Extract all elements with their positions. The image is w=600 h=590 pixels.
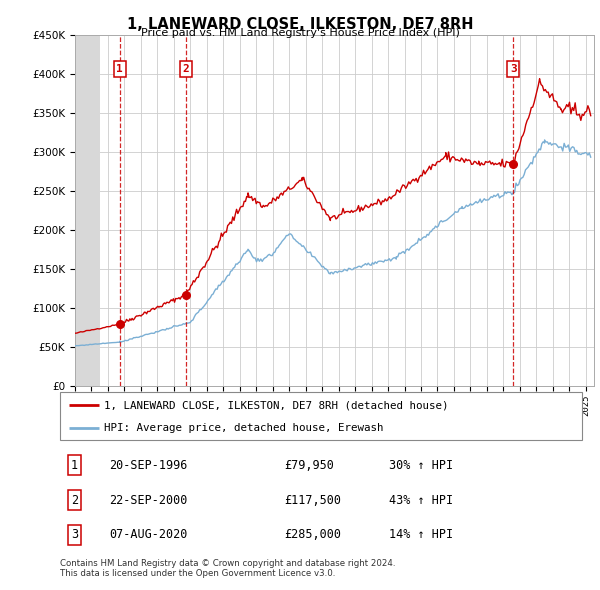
Text: 1, LANEWARD CLOSE, ILKESTON, DE7 8RH (detached house): 1, LANEWARD CLOSE, ILKESTON, DE7 8RH (de… bbox=[104, 400, 449, 410]
Text: 1: 1 bbox=[71, 458, 78, 471]
Text: This data is licensed under the Open Government Licence v3.0.: This data is licensed under the Open Gov… bbox=[60, 569, 335, 578]
Text: 30% ↑ HPI: 30% ↑ HPI bbox=[389, 458, 453, 471]
Text: £285,000: £285,000 bbox=[284, 529, 341, 542]
Text: 07-AUG-2020: 07-AUG-2020 bbox=[110, 529, 188, 542]
Text: Price paid vs. HM Land Registry's House Price Index (HPI): Price paid vs. HM Land Registry's House … bbox=[140, 28, 460, 38]
Text: Contains HM Land Registry data © Crown copyright and database right 2024.: Contains HM Land Registry data © Crown c… bbox=[60, 559, 395, 568]
Text: HPI: Average price, detached house, Erewash: HPI: Average price, detached house, Erew… bbox=[104, 423, 384, 432]
Text: 3: 3 bbox=[71, 529, 78, 542]
Text: 20-SEP-1996: 20-SEP-1996 bbox=[110, 458, 188, 471]
Text: 43% ↑ HPI: 43% ↑ HPI bbox=[389, 493, 453, 507]
Text: 22-SEP-2000: 22-SEP-2000 bbox=[110, 493, 188, 507]
Bar bbox=[75, 35, 100, 386]
Text: 1, LANEWARD CLOSE, ILKESTON, DE7 8RH: 1, LANEWARD CLOSE, ILKESTON, DE7 8RH bbox=[127, 17, 473, 31]
FancyBboxPatch shape bbox=[60, 392, 582, 440]
Text: 2: 2 bbox=[182, 64, 189, 74]
Text: £79,950: £79,950 bbox=[284, 458, 334, 471]
Text: 14% ↑ HPI: 14% ↑ HPI bbox=[389, 529, 453, 542]
Text: 2: 2 bbox=[71, 493, 78, 507]
Text: 1: 1 bbox=[116, 64, 123, 74]
Text: £117,500: £117,500 bbox=[284, 493, 341, 507]
Text: 3: 3 bbox=[510, 64, 517, 74]
